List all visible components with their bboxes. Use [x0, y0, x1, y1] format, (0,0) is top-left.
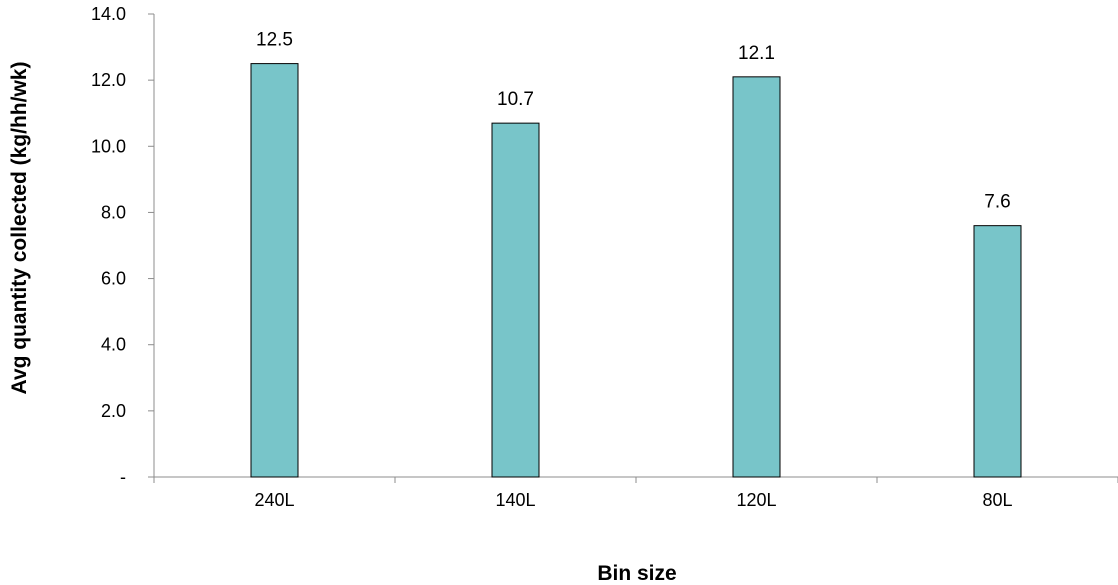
- x-tick-label: 80L: [982, 490, 1012, 510]
- y-tick-label: 12.0: [91, 70, 126, 90]
- y-tick-label: 2.0: [101, 401, 126, 421]
- data-labels: 12.5 10.7 12.1 7.6: [256, 30, 1011, 213]
- y-axis-title: Avg quantity collected (kg/hh/wk): [8, 62, 31, 395]
- bar: [973, 225, 1022, 478]
- x-tick-label: 120L: [736, 490, 776, 510]
- data-label: 12.1: [738, 43, 775, 64]
- x-tick-label: 240L: [254, 490, 294, 510]
- bar: [250, 63, 299, 478]
- y-tick-label: -: [120, 467, 126, 487]
- bar: [732, 76, 781, 478]
- y-tick-label: 6.0: [101, 269, 126, 289]
- data-label: 12.5: [256, 30, 293, 51]
- y-tick-label: 4.0: [101, 335, 126, 355]
- y-axis: - 2.0 4.0 6.0 8.0 10.0 12.0 14.0: [91, 4, 155, 487]
- x-axis-title: Bin size: [597, 562, 676, 585]
- y-tick-label: 8.0: [101, 202, 126, 222]
- x-axis: 240L 140L 120L 80L: [153, 476, 1118, 510]
- bars: [250, 63, 1022, 478]
- data-label: 7.6: [984, 192, 1010, 213]
- y-tick-label: 14.0: [91, 4, 126, 24]
- y-tick-label: 10.0: [91, 136, 126, 156]
- x-tick-label: 140L: [495, 490, 535, 510]
- bar: [491, 122, 540, 478]
- data-label: 10.7: [497, 89, 534, 110]
